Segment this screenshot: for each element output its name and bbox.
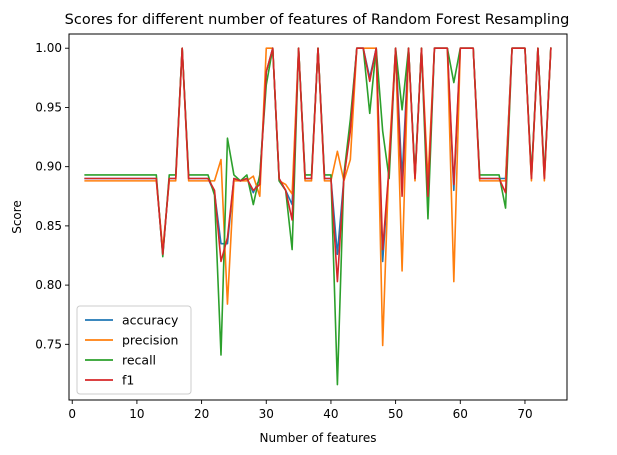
series-line-accuracy bbox=[84, 47, 552, 263]
legend: accuracy precision recall f1 bbox=[76, 305, 192, 395]
x-tick-label: 70 bbox=[517, 407, 532, 421]
legend-label-accuracy: accuracy bbox=[122, 313, 179, 328]
series-line-f1 bbox=[84, 47, 552, 283]
y-tick-label: 1.00 bbox=[35, 41, 62, 55]
x-tick-label: 0 bbox=[68, 407, 76, 421]
y-tick-label: 0.95 bbox=[35, 100, 62, 114]
x-tick-label: 50 bbox=[388, 407, 403, 421]
x-tick-label: 20 bbox=[194, 407, 209, 421]
chart-title: Scores for different number of features … bbox=[65, 12, 570, 28]
y-tick-label: 0.85 bbox=[35, 219, 62, 233]
x-axis: 0 10 20 30 40 50 60 70 bbox=[68, 400, 533, 421]
legend-label-precision: precision bbox=[122, 333, 178, 348]
x-tick-label: 60 bbox=[453, 407, 468, 421]
x-tick-label: 40 bbox=[323, 407, 338, 421]
x-tick-label: 10 bbox=[129, 407, 144, 421]
y-tick-label: 0.90 bbox=[35, 160, 62, 174]
x-tick-label: 30 bbox=[259, 407, 274, 421]
plot-frame bbox=[68, 33, 568, 401]
plot-area bbox=[84, 47, 552, 386]
y-tick-label: 0.75 bbox=[35, 337, 62, 351]
y-tick-label: 0.80 bbox=[35, 278, 62, 292]
y-axis: 0.75 0.80 0.85 0.90 0.95 1.00 bbox=[35, 41, 69, 351]
x-axis-label: Number of features bbox=[260, 431, 377, 445]
legend-box bbox=[76, 305, 192, 395]
legend-label-recall: recall bbox=[122, 353, 156, 368]
series-line-precision bbox=[84, 47, 552, 347]
y-axis-label: Score bbox=[10, 200, 24, 234]
legend-label-f1: f1 bbox=[122, 373, 134, 388]
